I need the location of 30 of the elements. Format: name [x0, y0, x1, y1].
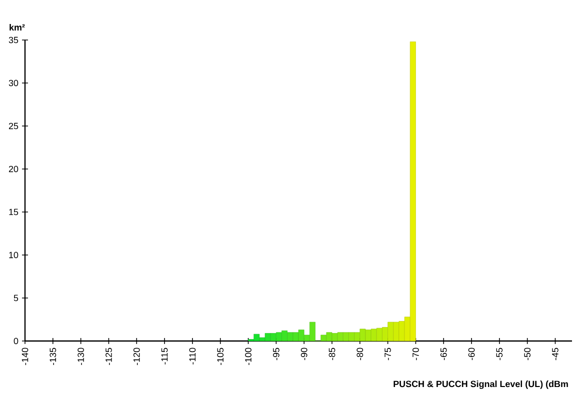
x-tick-label: -125: [106, 348, 112, 366]
x-tick-label: -65: [440, 348, 447, 360]
x-tick-label: -45: [552, 348, 558, 360]
y-tick-label: 25: [8, 122, 18, 130]
x-tick-label: -140: [22, 348, 28, 366]
x-tick-label: -130: [78, 348, 84, 366]
y-tick-label: 30: [8, 80, 18, 86]
y-tick-label: 35: [8, 36, 18, 44]
x-tick-label: -110: [189, 348, 196, 364]
x-tick-label: -60: [468, 348, 475, 360]
y-tick-label: 5: [14, 294, 18, 302]
x-tick-label: -85: [328, 348, 336, 360]
x-tick-label: -95: [272, 348, 280, 360]
y-tick-label: 0: [14, 338, 18, 344]
x-tick-label: -120: [133, 348, 140, 366]
x-tick-label: -115: [161, 348, 168, 364]
y-tick-label: 20: [8, 166, 18, 172]
x-tick-label: -90: [300, 348, 308, 360]
x-tick-label: -70: [412, 348, 419, 360]
x-axis-title: PUSCH & PUCCH Signal Level (UL) (dBm: [394, 380, 568, 389]
x-tick-label: -50: [524, 348, 531, 360]
x-tick-label: -80: [356, 348, 364, 360]
x-tick-label: -105: [217, 348, 224, 366]
y-axis-title: km²: [10, 24, 25, 30]
x-tick-label: -100: [245, 348, 252, 366]
x-tick-label: -135: [50, 348, 56, 366]
y-tick-label: 10: [9, 252, 18, 258]
y-tick-label: 15: [9, 208, 18, 216]
x-tick-label: -55: [496, 348, 503, 360]
x-tick-label: -75: [384, 348, 391, 360]
